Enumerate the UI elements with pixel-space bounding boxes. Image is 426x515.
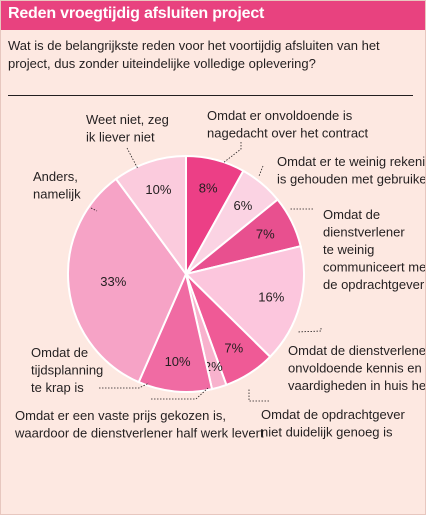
slice-value-label: 8% [199,180,218,195]
leader-line [151,387,209,400]
leader-line [126,147,139,170]
leader-line [90,207,98,212]
pie-slice [114,154,187,278]
slice-value-label: 6% [234,198,253,213]
leader-line [222,142,242,164]
category-label: Omdat er te weinig rekening is gehouden m… [277,154,425,187]
leader-line [99,382,150,389]
chart-title: Reden vroegtijdig afsluiten project [8,5,265,22]
leader-line [248,388,269,402]
category-label: Omdat de dienstverlener te weinig communice… [323,207,425,292]
category-label: Omdat er een vaste prijs gekozen is, waar… [14,408,264,441]
survey-question: Wat is de belangrijkste reden voor het v… [8,38,380,71]
pie-slice [184,244,305,359]
title-bar: Reden vroegtijdig afsluiten project [1,1,425,30]
leader-line [296,328,322,333]
slice-value-label: 16% [258,290,284,305]
slice-value-label: 7% [224,341,243,356]
pie-slice [67,177,188,384]
slice-value-label: 7% [256,227,275,242]
category-label: Weet niet, zeg ik liever niet [86,112,169,145]
category-label: Anders, namelijk [33,169,81,202]
slice-value-label: 10% [145,182,171,197]
leader-line [258,165,264,177]
category-label: Omdat de tijdsplanning te krap is [31,345,103,395]
slice-value-label: 33% [100,274,126,289]
pie-slice [137,270,214,393]
category-label: Omdat er onvoldoende is nagedacht over he… [207,108,369,141]
divider-line [8,95,413,96]
category-label: Omdat de opdrachtgever niet duidelijk gen… [261,407,405,440]
category-label: Omdat de dienstverlener onvoldoende kenni… [288,343,425,393]
slice-value-label: 10% [165,354,191,369]
